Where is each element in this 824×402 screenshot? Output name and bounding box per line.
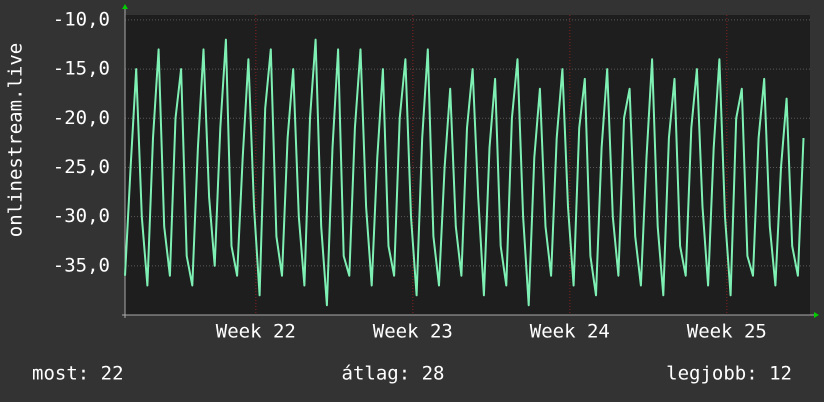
x-tick-label: Week 24 <box>530 321 610 343</box>
data-line <box>124 38 805 307</box>
y-tick-label: -25,0 <box>53 156 110 178</box>
footer-average: átlag: 28 <box>342 363 445 385</box>
y-tick-label: -30,0 <box>53 205 110 227</box>
axis-arrow <box>122 4 128 9</box>
y-tick-label: -35,0 <box>53 254 110 276</box>
y-tick-label: -15,0 <box>53 58 110 80</box>
x-tick-label: Week 22 <box>216 321 296 343</box>
footer-current: most: 22 <box>32 363 124 385</box>
x-tick-label: Week 23 <box>373 321 453 343</box>
axis-arrow <box>814 312 819 318</box>
footer-max: legjobb: 12 <box>666 363 792 385</box>
plot-area <box>125 15 810 315</box>
y-tick-label: -20,0 <box>53 107 110 129</box>
y-tick-label: -10,0 <box>53 8 110 30</box>
x-tick-label: Week 25 <box>687 321 767 343</box>
y-axis-label: onlinestream.live <box>5 43 27 237</box>
